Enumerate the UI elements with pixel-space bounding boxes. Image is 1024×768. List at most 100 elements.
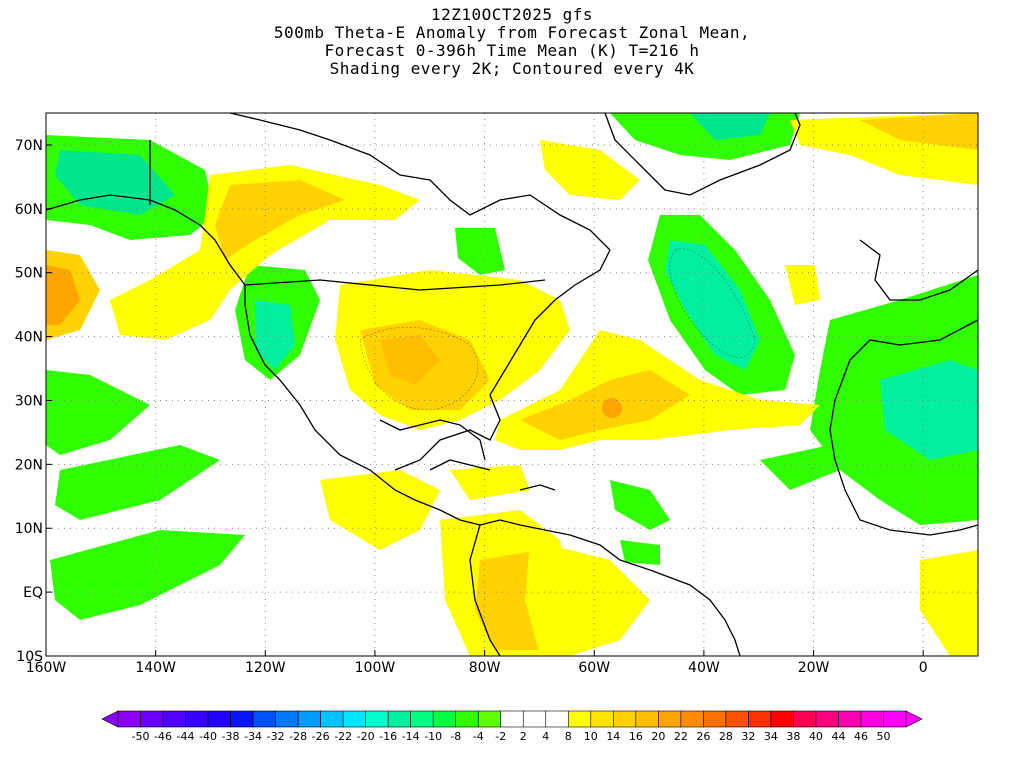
colorbar-label: 2 <box>520 730 527 743</box>
colorbar-box <box>838 710 862 728</box>
colorbar-box <box>522 710 547 728</box>
colorbar-label: -50 <box>132 730 150 743</box>
colorbar-labels: -50 -46 -44 -40 -38 -34 -32 -28 -26 -22 -20 -16 -14-… <box>132 730 891 743</box>
us-positive-peak <box>380 335 440 385</box>
brazil-negative <box>620 540 660 565</box>
centralamerica-positive <box>320 470 440 550</box>
colorbar-label: -28 <box>289 730 307 743</box>
colorbar-label: 40 <box>809 730 823 743</box>
colorbar <box>101 710 923 728</box>
canada-north-coast <box>229 113 611 251</box>
title-line-2: 500mb Theta-E Anomaly from Forecast Zona… <box>273 23 751 42</box>
lon-label: 60W <box>578 660 610 676</box>
coastlines <box>46 113 978 656</box>
caribbean-positive <box>450 465 530 500</box>
colorbar-box <box>567 710 592 728</box>
title-line-1: 12Z10OCT2025 gfs <box>430 5 594 24</box>
greenland-coast <box>604 113 801 196</box>
latitude-labels: 70N 60N 50N 40N 30N 20N 10N EQ 10S <box>15 138 52 665</box>
colorbar-label: -10 <box>424 730 442 743</box>
colorbar-right-arrow <box>905 710 923 728</box>
lat-label: 30N <box>15 393 43 409</box>
colorbar-label: 10 <box>584 730 598 743</box>
colorbar-label: 50 <box>876 730 890 743</box>
colorbar-label: -8 <box>450 730 461 743</box>
colorbar-label: 20 <box>651 730 665 743</box>
colorbar-label: 34 <box>764 730 778 743</box>
colorbar-box <box>703 710 727 728</box>
contour-atlantic <box>669 248 756 358</box>
lon-label: 40W <box>688 660 720 676</box>
hudson-bay-negative <box>455 228 505 275</box>
anomaly-shading <box>46 113 978 656</box>
gulf-coast <box>379 419 486 461</box>
title-line-4: Shading every 2K; Contoured every 4K <box>329 59 695 78</box>
tropical-pacific-negative-3 <box>50 530 245 620</box>
lon-label: 100W <box>355 660 396 676</box>
colorbar-box <box>320 710 344 728</box>
colorbar-box <box>162 710 186 728</box>
colorbar-box <box>410 710 434 728</box>
south-america-west-coast <box>469 524 501 656</box>
colorbar-label: -32 <box>267 730 285 743</box>
colorbar-box <box>770 710 794 728</box>
west-africa-negative <box>760 445 840 490</box>
colorbar-label: -2 <box>495 730 506 743</box>
atlantic-coast-us <box>394 249 611 471</box>
negative-anomaly-areas <box>46 113 978 620</box>
colorbar-label: -4 <box>473 730 484 743</box>
colorbar-box <box>297 710 321 728</box>
colorbar-box <box>635 710 659 728</box>
westpacific-positive-core <box>46 265 80 325</box>
colorbar-label: 32 <box>741 730 755 743</box>
lat-label: EQ <box>23 585 43 601</box>
colorbar-box <box>252 710 276 728</box>
nepacific-positive-core <box>215 180 345 260</box>
africa-west-coast <box>829 319 978 536</box>
colorbar-box <box>545 710 569 728</box>
atlantic-positive-peak <box>602 398 622 418</box>
tropical-pacific-negative-2 <box>55 445 220 520</box>
colorbar-box <box>500 710 524 728</box>
colorbar-box <box>432 710 457 728</box>
lat-label: 10N <box>15 521 43 537</box>
colorbar-box <box>725 710 749 728</box>
colorbar-box <box>613 710 637 728</box>
brazil-positive <box>525 540 650 656</box>
colorbar-box <box>140 710 164 728</box>
colorbar-label: 14 <box>606 730 620 743</box>
midatlantic-positive <box>785 265 820 305</box>
greenland-negative-core <box>690 113 770 140</box>
colorbar-label: 38 <box>786 730 800 743</box>
lat-label: 70N <box>15 138 43 154</box>
colorbar-label: -22 <box>334 730 352 743</box>
lat-label: 50N <box>15 266 43 282</box>
colorbar-label: 4 <box>542 730 549 743</box>
labrador-positive <box>540 140 640 200</box>
colorbar-box <box>658 710 682 728</box>
colorbar-box <box>185 710 209 728</box>
colorbar-box <box>387 710 411 728</box>
caribbean-islands <box>429 459 491 471</box>
colorbar-label: -16 <box>379 730 397 743</box>
contour-us <box>359 326 479 411</box>
lon-label: 160W <box>26 660 67 676</box>
colorbar-label: 16 <box>629 730 643 743</box>
plot-frame <box>45 112 979 657</box>
colorbar-box <box>207 710 231 728</box>
colorbar-label: -38 <box>222 730 240 743</box>
contours <box>359 248 756 411</box>
colorbar-label: 44 <box>831 730 845 743</box>
colorbar-box <box>883 710 907 728</box>
colorbar-box <box>477 710 502 728</box>
arctic-positive-core <box>860 113 978 150</box>
colorbar-label: -20 <box>357 730 375 743</box>
africa-negative-core <box>880 360 978 460</box>
colorbar-label: -40 <box>199 730 217 743</box>
colorbar-label: -14 <box>402 730 420 743</box>
colorbar-box <box>793 710 817 728</box>
colorbar-label: -46 <box>154 730 172 743</box>
longitude-labels: 160W 140W 120W 100W 80W 60W 40W 20W 0 <box>26 650 928 676</box>
colorbar-box <box>455 710 479 728</box>
